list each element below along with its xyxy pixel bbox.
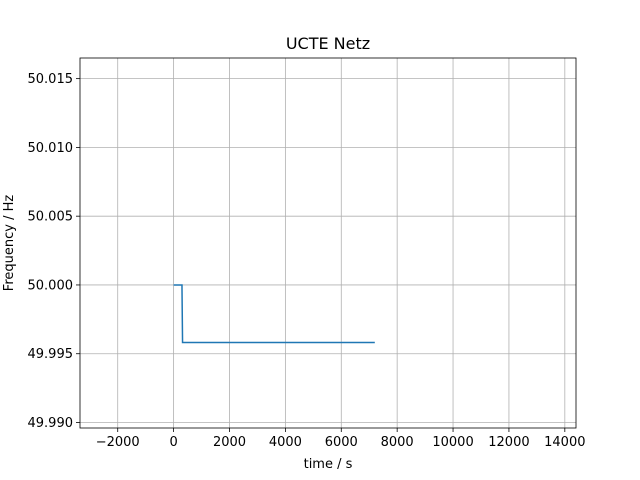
x-tick-label: 0 xyxy=(169,435,177,450)
y-tick-label: 49.990 xyxy=(28,416,74,431)
x-tick-label: 2000 xyxy=(213,435,246,450)
series-layer xyxy=(173,284,375,344)
y-tick-label: 50.005 xyxy=(28,210,74,225)
chart-title: UCTE Netz xyxy=(286,34,370,53)
y-tick-label: 49.995 xyxy=(28,347,74,362)
x-tick-label: 8000 xyxy=(381,435,414,450)
x-tick-label: 12000 xyxy=(488,435,529,450)
plot-frame xyxy=(79,57,577,429)
x-tick-label: −2000 xyxy=(96,435,140,450)
y-tick-label: 50.010 xyxy=(28,141,74,156)
x-axis-ticks: −2000 0 2000 4000 6000 8000 10000 12000 14000 xyxy=(96,428,586,450)
x-tick-label: 6000 xyxy=(325,435,358,450)
y-axis-ticks: 49.990 49.995 50.000 50.005 50.010 50.015 xyxy=(28,72,80,431)
y-tick-label: 50.015 xyxy=(28,72,74,87)
x-tick-label: 10000 xyxy=(432,435,473,450)
grid xyxy=(80,58,576,428)
x-axis-label: time / s xyxy=(304,457,353,472)
y-tick-label: 50.000 xyxy=(28,278,74,293)
y-axis-label: Frequency / Hz xyxy=(2,195,17,292)
frequency-series-line xyxy=(173,284,375,344)
x-tick-label: 14000 xyxy=(544,435,585,450)
x-tick-label: 4000 xyxy=(269,435,302,450)
